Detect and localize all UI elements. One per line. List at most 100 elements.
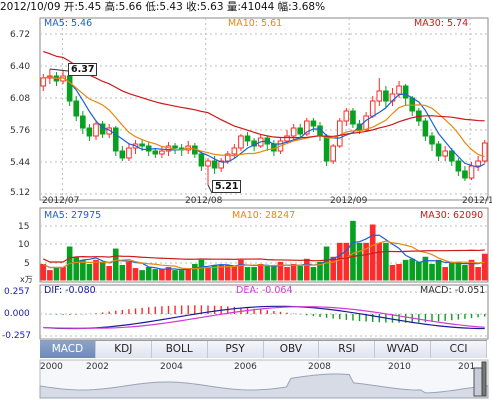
dif-label: DIF: -0.080 [44,285,96,296]
volume-bar [86,263,93,281]
volume-bar [106,266,112,281]
candle-body [297,127,304,135]
price-chart[interactable] [0,14,492,224]
price-y-tick: 6.72 [10,30,31,40]
candle-body [402,85,409,99]
tab-kdj[interactable]: KDJ [95,341,152,358]
candle-body [468,165,475,179]
tab-psy[interactable]: PSY [207,341,264,358]
ma5-line [43,76,485,169]
volume-bar [251,267,257,281]
volume-bar [172,270,178,281]
volume-chart[interactable] [0,206,492,286]
macd-y-tick: 0.257 [4,287,30,297]
volume-bar [99,261,106,281]
vol-y-tick: 15 [18,222,30,232]
timeline-right-handle [481,361,487,397]
tab-wvad[interactable]: WVAD [375,341,432,358]
volume-bar [297,266,304,281]
volume-bar [192,263,198,281]
dif-line [43,305,485,330]
volume-bar [238,259,244,281]
candle-body [66,75,73,102]
vol-ma30-line [43,249,485,263]
volume-bar [159,269,165,281]
price-frame [39,17,489,201]
volume-bar [356,242,363,281]
volume-bar [402,259,409,281]
volume-bar [185,268,192,281]
candle-body [284,135,290,142]
candle-body [172,145,178,149]
candle-body [238,135,244,149]
candle-body [40,77,47,87]
volume-bar [205,267,211,281]
macd-y-tick: 0.000 [4,309,30,319]
volume-bar [435,259,442,281]
vol-ma10-line [43,240,485,270]
candle-body [429,135,435,145]
macd-frame [39,284,489,340]
timeline-year: 2006 [234,362,257,372]
candle-body [119,150,126,159]
candle-body [350,110,356,125]
candle-body [86,127,93,137]
dea-line [43,306,485,329]
tab-obv[interactable]: OBV [263,341,320,358]
candle-body [323,135,330,162]
ma10-label: MA10: 5.61 [228,18,283,29]
candle-body [198,153,205,167]
volume-bar [383,242,389,281]
dea-label: DEA: -0.064 [236,285,293,296]
volume-bar [396,263,402,281]
volume-bar [218,264,224,281]
volume-bar [290,263,297,281]
volume-bar [481,253,488,281]
volume-bar [264,266,271,281]
candle-body [211,160,218,169]
price-x-tick: 2012/08 [185,196,223,206]
candle-body [336,120,343,147]
macd-chart[interactable] [0,283,492,343]
volume-bar [448,261,455,281]
volume-bar [257,263,264,281]
timeline-year: 2002 [86,362,109,372]
ma30-line [43,50,485,139]
ma5-label: MA5: 5.46 [44,18,93,29]
tab-boll[interactable]: BOLL [151,341,208,358]
high-callout-pointer [49,68,69,72]
low-callout-pointer [207,184,213,194]
volume-bar [139,270,145,281]
price-x-tick: 2012/07 [42,196,80,206]
candle-body [73,100,80,117]
candle-body [442,150,448,157]
candle-body [244,135,251,142]
candle-body [304,120,310,135]
candle-body [80,115,86,129]
timeline-year: 2000 [40,362,63,372]
candle-body [310,120,317,127]
price-y-tick: 6.08 [10,94,31,104]
volume-bar [310,267,317,281]
tab-macd[interactable]: MACD [40,341,96,358]
vol-ma30-label: MA30: 62090 [420,210,484,221]
volume-bar [178,270,185,281]
candle-body [363,115,369,131]
tab-rsi[interactable]: RSI [319,341,376,358]
timeline-navigator[interactable] [0,358,492,400]
volume-bar [317,261,323,281]
price-y-tick: 6.40 [10,62,31,72]
volume-bar [284,267,290,281]
candle-body [152,150,159,155]
volume-bar [224,264,231,281]
candle-body [455,160,462,172]
volume-bar [152,269,159,281]
tab-cci[interactable]: CCI [431,341,487,358]
volume-bar [475,267,481,281]
macd-y-tick: -0.257 [2,331,32,341]
timeline-handle [473,367,483,397]
volume-bar [126,261,132,281]
volume-bar [47,270,53,281]
volume-bar [442,267,448,281]
volume-bar [231,266,238,281]
